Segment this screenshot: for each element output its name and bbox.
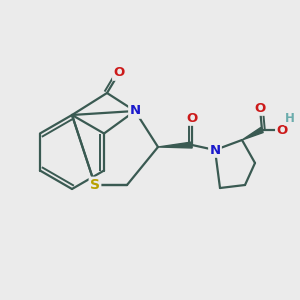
Text: S: S bbox=[90, 178, 100, 192]
Text: O: O bbox=[276, 124, 288, 136]
Text: H: H bbox=[285, 112, 295, 124]
Polygon shape bbox=[242, 128, 263, 140]
Text: N: N bbox=[129, 104, 141, 118]
Text: O: O bbox=[113, 67, 124, 80]
Polygon shape bbox=[158, 142, 192, 148]
Text: O: O bbox=[186, 112, 198, 124]
Text: N: N bbox=[209, 143, 220, 157]
Text: O: O bbox=[254, 101, 266, 115]
